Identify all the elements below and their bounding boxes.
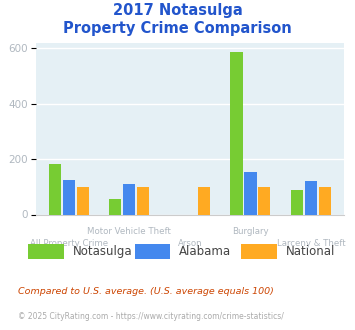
Bar: [49, 164, 61, 214]
Bar: [319, 187, 331, 214]
Bar: [198, 187, 210, 214]
Bar: [230, 52, 242, 214]
Text: Larceny & Theft: Larceny & Theft: [277, 239, 345, 248]
Bar: [245, 172, 257, 215]
Bar: [305, 181, 317, 214]
Bar: [258, 187, 271, 214]
Text: Motor Vehicle Theft: Motor Vehicle Theft: [87, 226, 171, 236]
Text: National: National: [286, 245, 335, 258]
Text: All Property Crime: All Property Crime: [30, 239, 108, 248]
Bar: [109, 199, 121, 214]
Bar: [137, 187, 149, 214]
Text: Arson: Arson: [178, 239, 202, 248]
Text: 2017 Notasulga: 2017 Notasulga: [113, 3, 242, 18]
Bar: [77, 187, 89, 214]
Bar: [123, 184, 135, 214]
Text: Burglary: Burglary: [232, 226, 269, 236]
Bar: [63, 180, 75, 214]
Text: Notasulga: Notasulga: [73, 245, 132, 258]
Text: © 2025 CityRating.com - https://www.cityrating.com/crime-statistics/: © 2025 CityRating.com - https://www.city…: [18, 312, 284, 321]
Text: Alabama: Alabama: [179, 245, 231, 258]
Text: Property Crime Comparison: Property Crime Comparison: [63, 21, 292, 36]
Text: Compared to U.S. average. (U.S. average equals 100): Compared to U.S. average. (U.S. average …: [18, 287, 274, 296]
Bar: [291, 190, 303, 214]
